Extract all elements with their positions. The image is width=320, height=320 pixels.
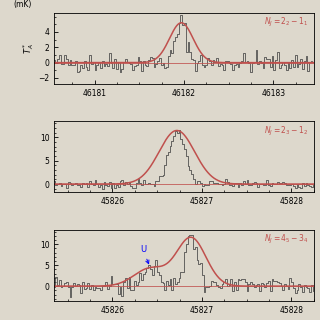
Y-axis label: $T_A^*$: $T_A^*$ xyxy=(21,43,36,54)
Text: $N_J=2_3-1_2$: $N_J=2_3-1_2$ xyxy=(264,125,308,138)
Text: (mK): (mK) xyxy=(13,0,31,9)
Text: $N_J=2_2-1_1$: $N_J=2_2-1_1$ xyxy=(264,16,308,29)
Text: $N_J=4_5-3_4$: $N_J=4_5-3_4$ xyxy=(264,233,308,246)
Text: U: U xyxy=(140,245,149,264)
